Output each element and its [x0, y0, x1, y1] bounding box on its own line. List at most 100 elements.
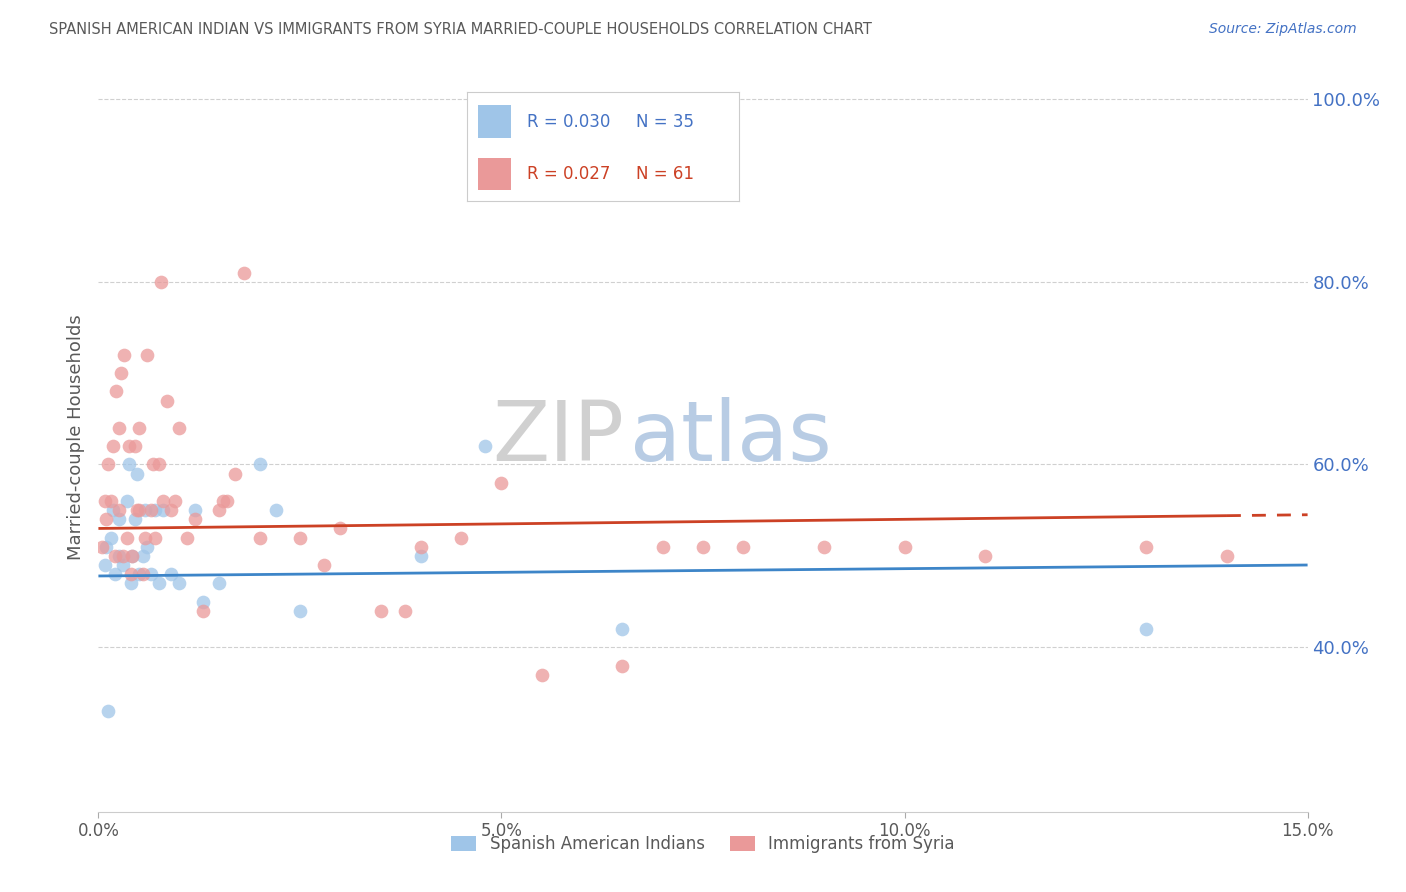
- Point: [156, 393, 179, 408]
- Point: [127, 467, 149, 481]
- Point: [91, 540, 114, 554]
- Point: [135, 540, 157, 554]
- Point: [329, 521, 352, 535]
- Point: [103, 567, 125, 582]
- Point: [152, 503, 174, 517]
- Point: [264, 503, 287, 517]
- Point: [100, 531, 122, 545]
- Point: [184, 512, 207, 526]
- Point: [314, 558, 336, 572]
- Point: [142, 458, 165, 472]
- Text: ZIP: ZIP: [492, 397, 624, 477]
- Point: [134, 503, 156, 517]
- Point: [612, 622, 634, 636]
- Point: [127, 503, 149, 517]
- Point: [124, 439, 146, 453]
- Point: [112, 348, 135, 362]
- Point: [184, 503, 207, 517]
- Point: [121, 549, 143, 563]
- Point: [134, 531, 156, 545]
- Point: [115, 531, 138, 545]
- Point: [893, 540, 915, 554]
- Point: [97, 458, 120, 472]
- Point: [107, 503, 129, 517]
- Point: [288, 604, 311, 618]
- Point: [96, 512, 118, 526]
- Point: [120, 576, 142, 591]
- Point: [101, 439, 124, 453]
- Point: [94, 558, 117, 572]
- Point: [107, 549, 129, 563]
- Point: [100, 494, 122, 508]
- Point: [110, 366, 132, 380]
- Point: [128, 503, 150, 517]
- Point: [148, 458, 170, 472]
- Point: [135, 348, 157, 362]
- Point: [212, 494, 235, 508]
- Point: [1135, 540, 1157, 554]
- Text: SPANISH AMERICAN INDIAN VS IMMIGRANTS FROM SYRIA MARRIED-COUPLE HOUSEHOLDS CORRE: SPANISH AMERICAN INDIAN VS IMMIGRANTS FR…: [49, 22, 872, 37]
- Point: [103, 549, 125, 563]
- Point: [150, 275, 173, 289]
- Point: [111, 558, 134, 572]
- Point: [167, 576, 190, 591]
- Point: [692, 540, 714, 554]
- Point: [217, 494, 239, 508]
- Point: [120, 567, 142, 582]
- Point: [160, 567, 183, 582]
- Point: [491, 475, 513, 490]
- Point: [152, 494, 174, 508]
- Point: [118, 439, 141, 453]
- Point: [148, 576, 170, 591]
- Point: [132, 549, 155, 563]
- Point: [107, 421, 129, 435]
- Point: [132, 567, 155, 582]
- Point: [143, 503, 166, 517]
- Point: [111, 549, 134, 563]
- Point: [193, 604, 215, 618]
- Point: [167, 421, 190, 435]
- Y-axis label: Married-couple Households: Married-couple Households: [66, 314, 84, 560]
- Point: [96, 540, 118, 554]
- Point: [409, 540, 432, 554]
- Point: [394, 604, 416, 618]
- Point: [733, 540, 755, 554]
- Point: [94, 494, 117, 508]
- Point: [974, 549, 997, 563]
- Point: [474, 439, 496, 453]
- Text: Source: ZipAtlas.com: Source: ZipAtlas.com: [1209, 22, 1357, 37]
- Point: [1216, 549, 1239, 563]
- Point: [813, 540, 835, 554]
- Point: [249, 531, 271, 545]
- Legend: Spanish American Indians, Immigrants from Syria: Spanish American Indians, Immigrants fro…: [444, 829, 962, 860]
- Point: [160, 503, 183, 517]
- Point: [128, 421, 150, 435]
- Point: [193, 594, 215, 608]
- Point: [143, 531, 166, 545]
- Point: [1135, 622, 1157, 636]
- Point: [370, 604, 392, 618]
- Point: [612, 658, 634, 673]
- Point: [97, 704, 120, 718]
- Point: [224, 467, 246, 481]
- Point: [288, 531, 311, 545]
- Point: [121, 549, 143, 563]
- Point: [651, 540, 673, 554]
- Point: [208, 503, 231, 517]
- Point: [124, 512, 146, 526]
- Point: [163, 494, 186, 508]
- Point: [530, 667, 553, 681]
- Point: [118, 458, 141, 472]
- Point: [139, 503, 162, 517]
- Point: [232, 266, 254, 280]
- Point: [115, 494, 138, 508]
- Point: [249, 458, 271, 472]
- Point: [409, 549, 432, 563]
- Point: [101, 503, 124, 517]
- Point: [107, 512, 129, 526]
- Point: [176, 531, 198, 545]
- Point: [105, 384, 128, 399]
- Point: [450, 531, 472, 545]
- Point: [139, 567, 162, 582]
- Text: atlas: atlas: [630, 397, 832, 477]
